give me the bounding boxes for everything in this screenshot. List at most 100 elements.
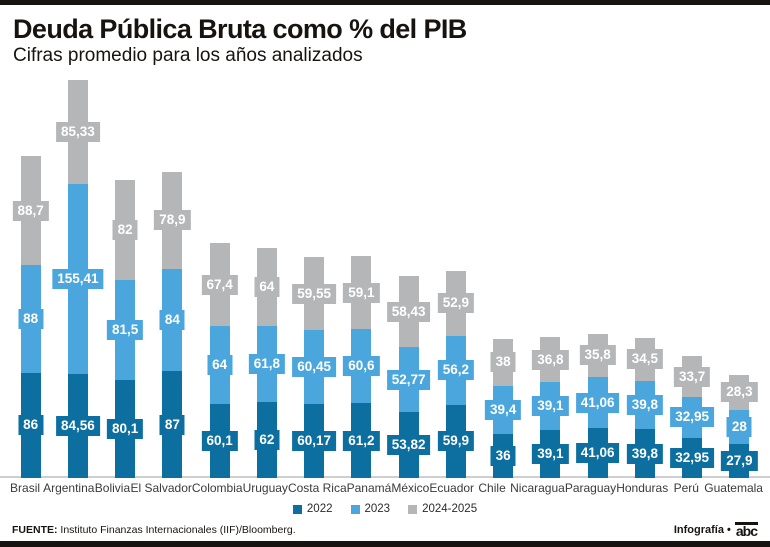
value-badge: 60,1 [201,431,238,452]
category-label-uruguay: Uruguay [243,478,288,496]
bar-segment-2022: 60,1 [201,404,238,478]
category-label-text: Brasil [10,481,41,495]
bar-column-colombia: 67,4 64 60,1 [196,79,243,478]
value-badge: 52,77 [386,369,431,390]
category-label-text: Colombia [191,481,243,495]
value-badge: 53,82 [386,435,431,456]
credit: Infografía • abc [674,521,758,538]
legend-item-2024-2025: 2024-2025 [408,503,477,515]
legend-label: 2023 [364,503,391,515]
page-title: Deuda Pública Bruta como % del PIB [13,14,467,44]
value-badge: 60,6 [343,355,380,376]
value-badge: 155,41 [52,269,104,290]
value-badge: 67,4 [201,274,238,295]
category-label-text: Paraguay [564,481,617,495]
category-label-text: Honduras [616,481,669,495]
value-badge: 64 [207,355,233,376]
category-label-text: Costa Rica [287,481,347,495]
bar-column-argentina: 85,33 155,41 84,56 [52,79,104,478]
bar-segment-2023: 88 [18,264,44,373]
category-label-text: Chile [478,481,506,495]
stacked-bar: 59,55 60,45 60,17 [292,257,337,478]
bar-column-guatemala: 28,3 28 27,9 [716,79,763,478]
value-badge: 52,9 [437,293,475,314]
value-badge: 39,1 [532,396,569,417]
value-badge: 32,95 [670,407,715,428]
category-label-honduras: Honduras [616,478,668,496]
stacked-bar: 36,8 39,1 39,1 [532,337,569,478]
legend-label: 2024-2025 [422,503,478,515]
stacked-bar: 28,3 28 27,9 [721,374,758,478]
bar-segment-2023: 41,06 [575,377,620,428]
value-badge: 28 [726,416,752,437]
category-label-text: El Salvador [130,481,192,495]
category-label-bolivia: Bolivia [94,478,130,496]
category-label-text: Panamá [346,481,392,495]
category-label-text: Perú [673,481,699,495]
bar-segment-2024-2025: 34,5 [626,338,664,381]
value-badge: 82 [112,219,138,240]
value-badge: 59,55 [292,283,337,304]
header: Deuda Pública Bruta como % del PIB Cifra… [0,5,770,79]
bottom-black-bar [0,541,770,547]
x-axis-baseline [0,476,770,478]
bar-segment-2024-2025: 67,4 [201,243,238,326]
bar-segment-2022: 87 [159,371,185,478]
value-badge: 32,95 [670,447,715,468]
category-label-perú: Perú [668,478,704,496]
top-black-bar [0,0,770,5]
bar-column-méxico: 58,43 52,77 53,82 [385,79,432,478]
footer: FUENTE: Instituto Finanzas Internacional… [0,520,770,541]
stacked-bar: 64 61,8 62 [248,247,286,478]
value-badge: 64 [254,277,280,298]
bar-segment-2022: 80,1 [106,379,144,478]
bar-segment-2023: 64 [207,326,233,405]
value-badge: 84 [159,309,185,330]
bar-segment-2023: 155,41 [52,184,104,375]
category-label-méxico: México [391,478,429,496]
bar-segment-2024-2025: 38 [490,339,516,386]
stacked-bar: 52,9 56,2 59,9 [437,270,475,478]
legend-item-2022: 2022 [292,503,333,515]
value-badge: 62 [254,430,280,451]
bar-segment-2024-2025: 59,55 [292,257,337,331]
value-badge: 38 [490,352,516,373]
category-label-text: Nicaragua [510,481,565,495]
value-badge: 35,8 [579,345,616,366]
bar-segment-2023: 61,8 [248,326,286,403]
category-label-panamá: Panamá [347,478,392,496]
bar-column-costa-rica: 59,55 60,45 60,17 [291,79,338,478]
bar-segment-2024-2025: 52,9 [437,270,475,336]
bar-segment-2022: 32,95 [670,437,715,478]
bar-segment-2022: 84,56 [55,374,100,478]
bar-column-bolivia: 82 81,5 80,1 [102,79,149,478]
stacked-bar: 59,1 60,6 61,2 [343,256,380,478]
chart-legend: 2022 2023 2024-2025 [0,498,770,520]
bar-segment-2023: 32,95 [670,397,715,438]
bar-segment-2023: 60,6 [343,328,380,404]
category-label-text: Ecuador [429,481,475,495]
value-badge: 39,8 [626,394,664,415]
value-badge: 36 [490,445,516,466]
page-subtitle: Cifras promedio para los años analizados [13,45,363,66]
bar-segment-2023: 84 [159,268,185,372]
stacked-bar: 85,33 155,41 84,56 [52,79,104,478]
bar-segment-2024-2025: 88,7 [12,156,49,265]
legend-swatch [292,504,302,514]
bar-segment-2022: 62 [254,402,280,478]
bar-segment-2024-2025: 78,9 [154,171,191,269]
bar-column-chile: 38 39,4 36 [480,79,527,478]
value-badge: 86 [18,415,44,436]
bar-segment-2022: 53,82 [386,412,431,478]
value-badge: 56,2 [437,360,475,381]
category-label-brasil: Brasil [7,478,43,496]
value-badge: 81,5 [106,319,144,340]
stacked-bar: 88,7 88 86 [12,156,49,478]
bar-segment-2022: 39,8 [626,429,664,478]
bar-column-uruguay: 64 61,8 62 [243,79,290,478]
legend-label: 2022 [306,503,333,515]
bar-segment-2024-2025: 36,8 [532,337,569,383]
value-badge: 88,7 [12,200,49,221]
stacked-bar: 58,43 52,77 53,82 [386,275,431,478]
bar-segment-2023: 56,2 [437,335,475,405]
